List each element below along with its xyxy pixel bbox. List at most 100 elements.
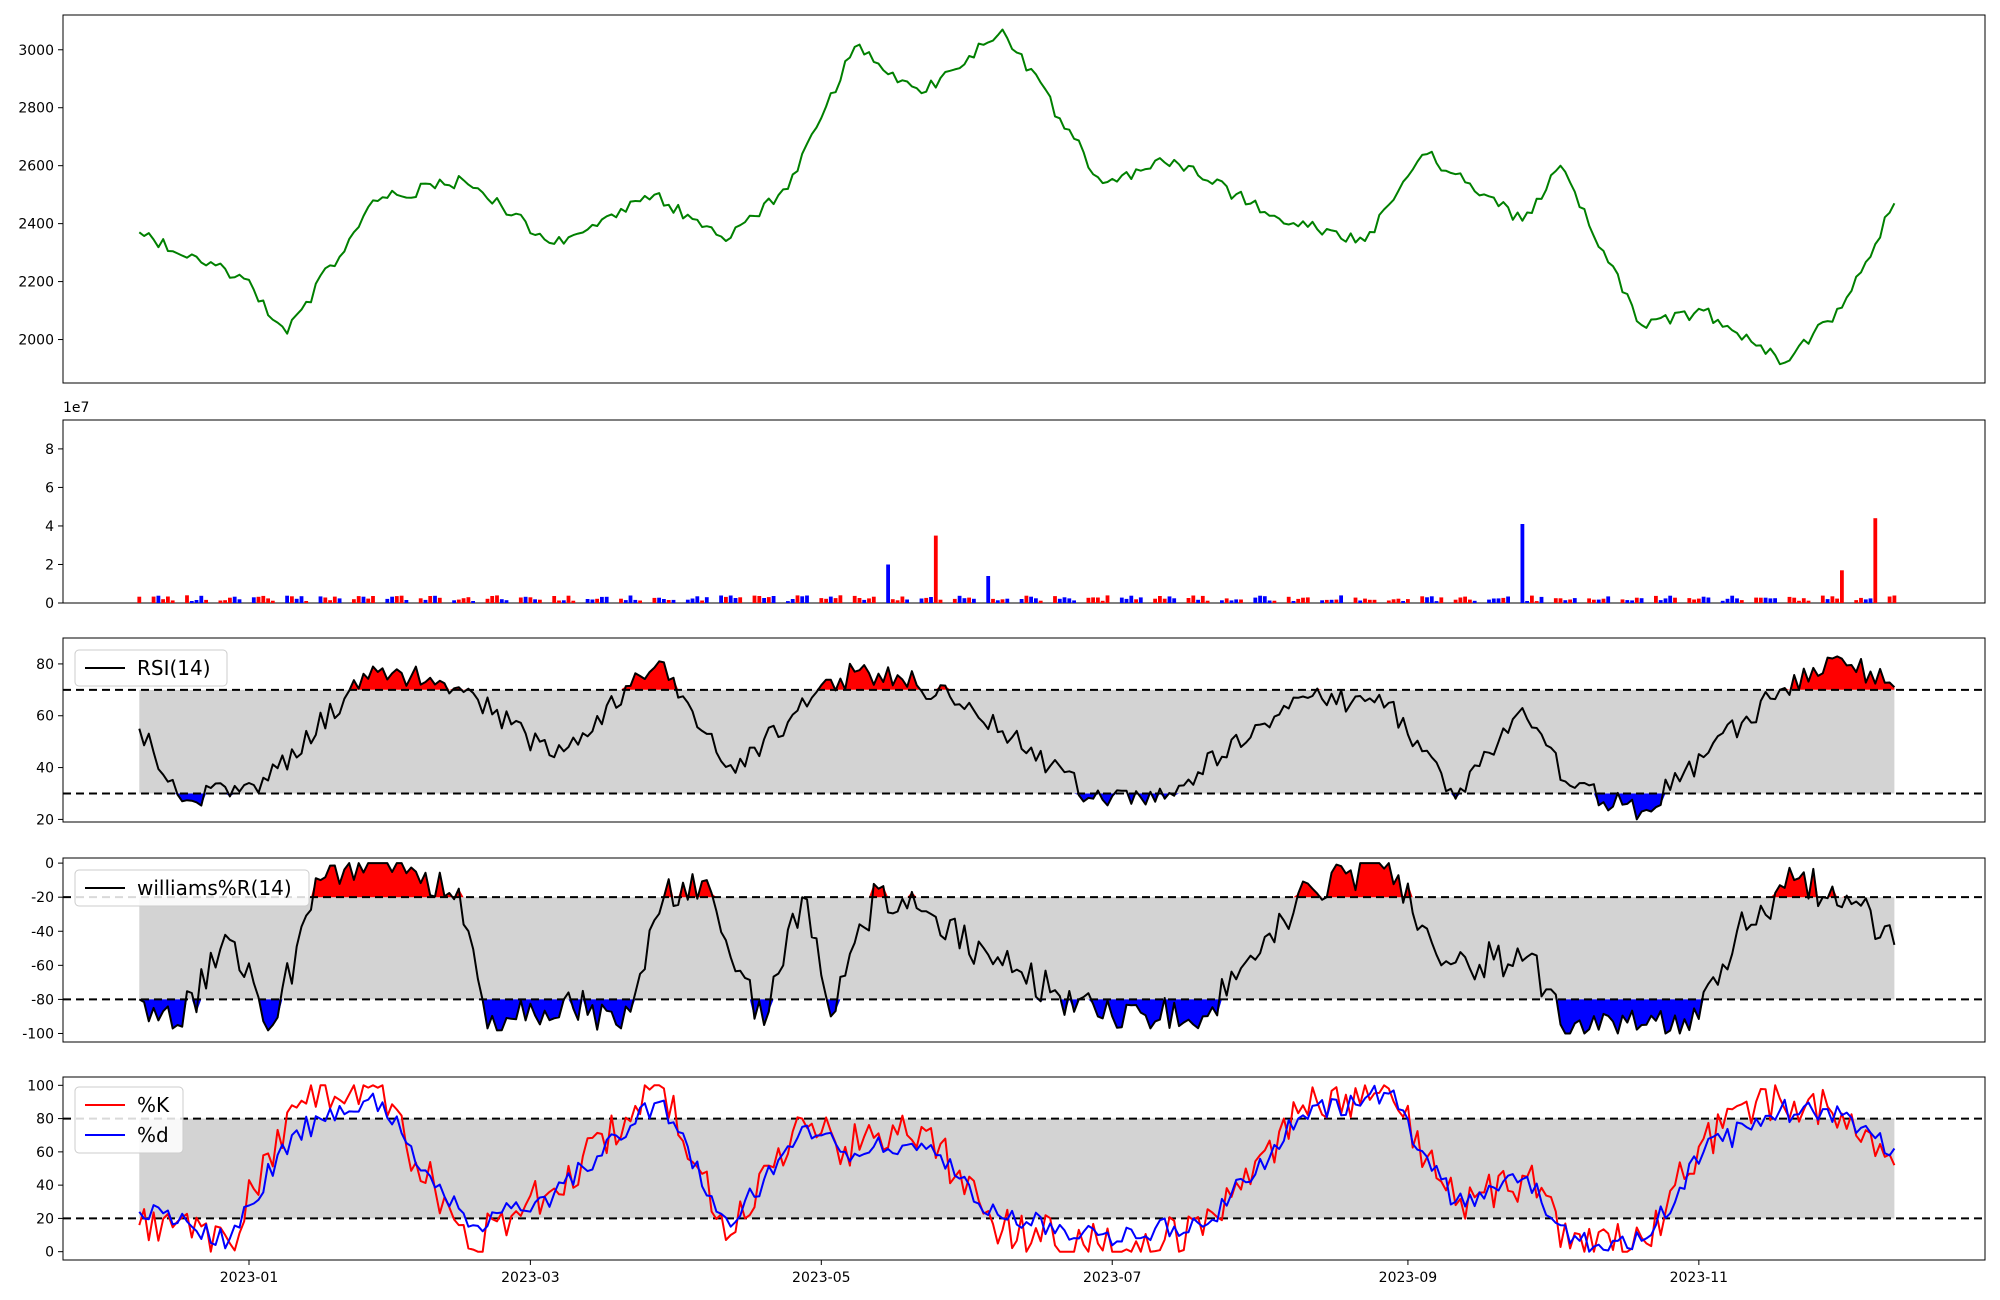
volume-bar (1425, 597, 1429, 603)
volume-bar (294, 598, 299, 603)
volume-bar (628, 595, 633, 603)
volume-bar (1453, 599, 1458, 603)
volume-bar (685, 599, 690, 603)
volume-bar (1105, 595, 1110, 603)
volume-bar (1353, 597, 1358, 603)
rsi-panel: 20 40 60 80 (36, 637, 1986, 828)
volume-bar (967, 597, 971, 603)
volume-bar (1758, 597, 1763, 603)
price-panel: 2000 2200 2400 2600 2800 3000 (18, 14, 1986, 384)
rsi-oversold-area (1617, 793, 1666, 820)
volume-bar (1806, 600, 1811, 603)
y-tick-label: 2800 (18, 101, 54, 117)
volume-bar (485, 598, 490, 603)
volume-bar (1673, 597, 1677, 603)
volume-panel: 0 2 4 6 8 (45, 419, 1986, 612)
x-tick-label: 2023-05 (792, 1270, 851, 1286)
legend-label-k: %K (137, 1093, 170, 1117)
williams-oversold-area (139, 999, 187, 1029)
volume-bar (924, 597, 929, 603)
volume-bar (170, 600, 175, 603)
volume-bar (1067, 598, 1072, 603)
y-tick-label: -60 (31, 958, 54, 974)
y-tick-label: 0 (45, 596, 54, 612)
volume-bar (1458, 597, 1463, 603)
y-tick-label: 20 (36, 812, 54, 828)
volume-bar (1568, 599, 1572, 603)
y-tick-label: 2400 (18, 217, 54, 233)
volume-bar (495, 595, 499, 603)
volume-bar (1887, 596, 1892, 603)
volume-bar (1468, 599, 1472, 603)
volume-bar (938, 599, 943, 603)
y-tick-label: 8 (45, 442, 54, 458)
volume-bar (919, 598, 924, 603)
volume-bar (270, 600, 275, 603)
volume-bar (423, 599, 428, 603)
volume-bar (805, 595, 809, 603)
volume-bar (728, 595, 733, 603)
volume-bar (1162, 598, 1167, 603)
volume-bar (619, 598, 623, 603)
volume-bar (528, 597, 533, 603)
volume-bar (1787, 596, 1792, 603)
legend-label-d: %d (137, 1123, 169, 1147)
volume-bar (1601, 598, 1606, 603)
volume-bar (952, 598, 957, 603)
volume-bar (1406, 599, 1410, 603)
volume-bar (867, 598, 871, 603)
volume-bar (733, 598, 738, 603)
volume-bar (557, 600, 561, 603)
volume-bar (1038, 600, 1043, 603)
volume-bar (1272, 600, 1277, 603)
volume-bar (871, 596, 876, 603)
volume-bar (1196, 599, 1200, 603)
volume-bar (538, 599, 542, 603)
volume-plot-frame (62, 419, 1986, 604)
volume-bar (1706, 597, 1711, 603)
volume-bar (332, 596, 337, 603)
volume-bar (1286, 596, 1291, 603)
volume-bar (671, 599, 676, 603)
volume-bar (266, 598, 270, 603)
volume-bar (523, 596, 528, 603)
volume-bar (657, 597, 661, 603)
volume-bar (1229, 600, 1234, 603)
volume-bar (1558, 598, 1563, 603)
volume-bar (399, 595, 404, 603)
volume-bar (1100, 600, 1105, 603)
volume-bar (762, 598, 766, 603)
volume-bar (285, 595, 289, 603)
rsi-series-line (138, 655, 1896, 821)
volume-bar (1258, 595, 1262, 603)
williams-overbought-area (311, 863, 455, 898)
williams-r-panel: 0 -20 -40 -60 -80 -100 (22, 856, 1986, 1043)
volume-bar (1186, 598, 1191, 603)
williams-series-line (138, 862, 1896, 1035)
legend-box (74, 1086, 184, 1154)
rsi-neutral-band (139, 689, 1895, 794)
volume-bar (1305, 597, 1310, 603)
volume-bar (1525, 601, 1529, 603)
volume-bar (1720, 600, 1725, 603)
x-tick-label: 2023-07 (1083, 1270, 1142, 1286)
volume-bar (1530, 595, 1534, 603)
volume-bar (1072, 600, 1076, 603)
volume-bar (1339, 595, 1343, 603)
volume-bar (1396, 598, 1401, 603)
volume-bar (1692, 599, 1696, 603)
y-tick-label: 2 (45, 557, 54, 573)
volume-bar (204, 599, 208, 603)
volume-bar (1830, 596, 1835, 603)
volume-bar (1491, 598, 1496, 603)
volume-bar (137, 596, 142, 603)
volume-bar (1324, 599, 1329, 603)
price-plot-frame (62, 14, 1986, 384)
volume-bar (695, 596, 700, 603)
volume-bar (1792, 597, 1797, 603)
volume-bar (1029, 596, 1033, 603)
volume-bar (1153, 598, 1157, 603)
volume-bar (232, 596, 237, 603)
volume-bar (929, 597, 933, 603)
